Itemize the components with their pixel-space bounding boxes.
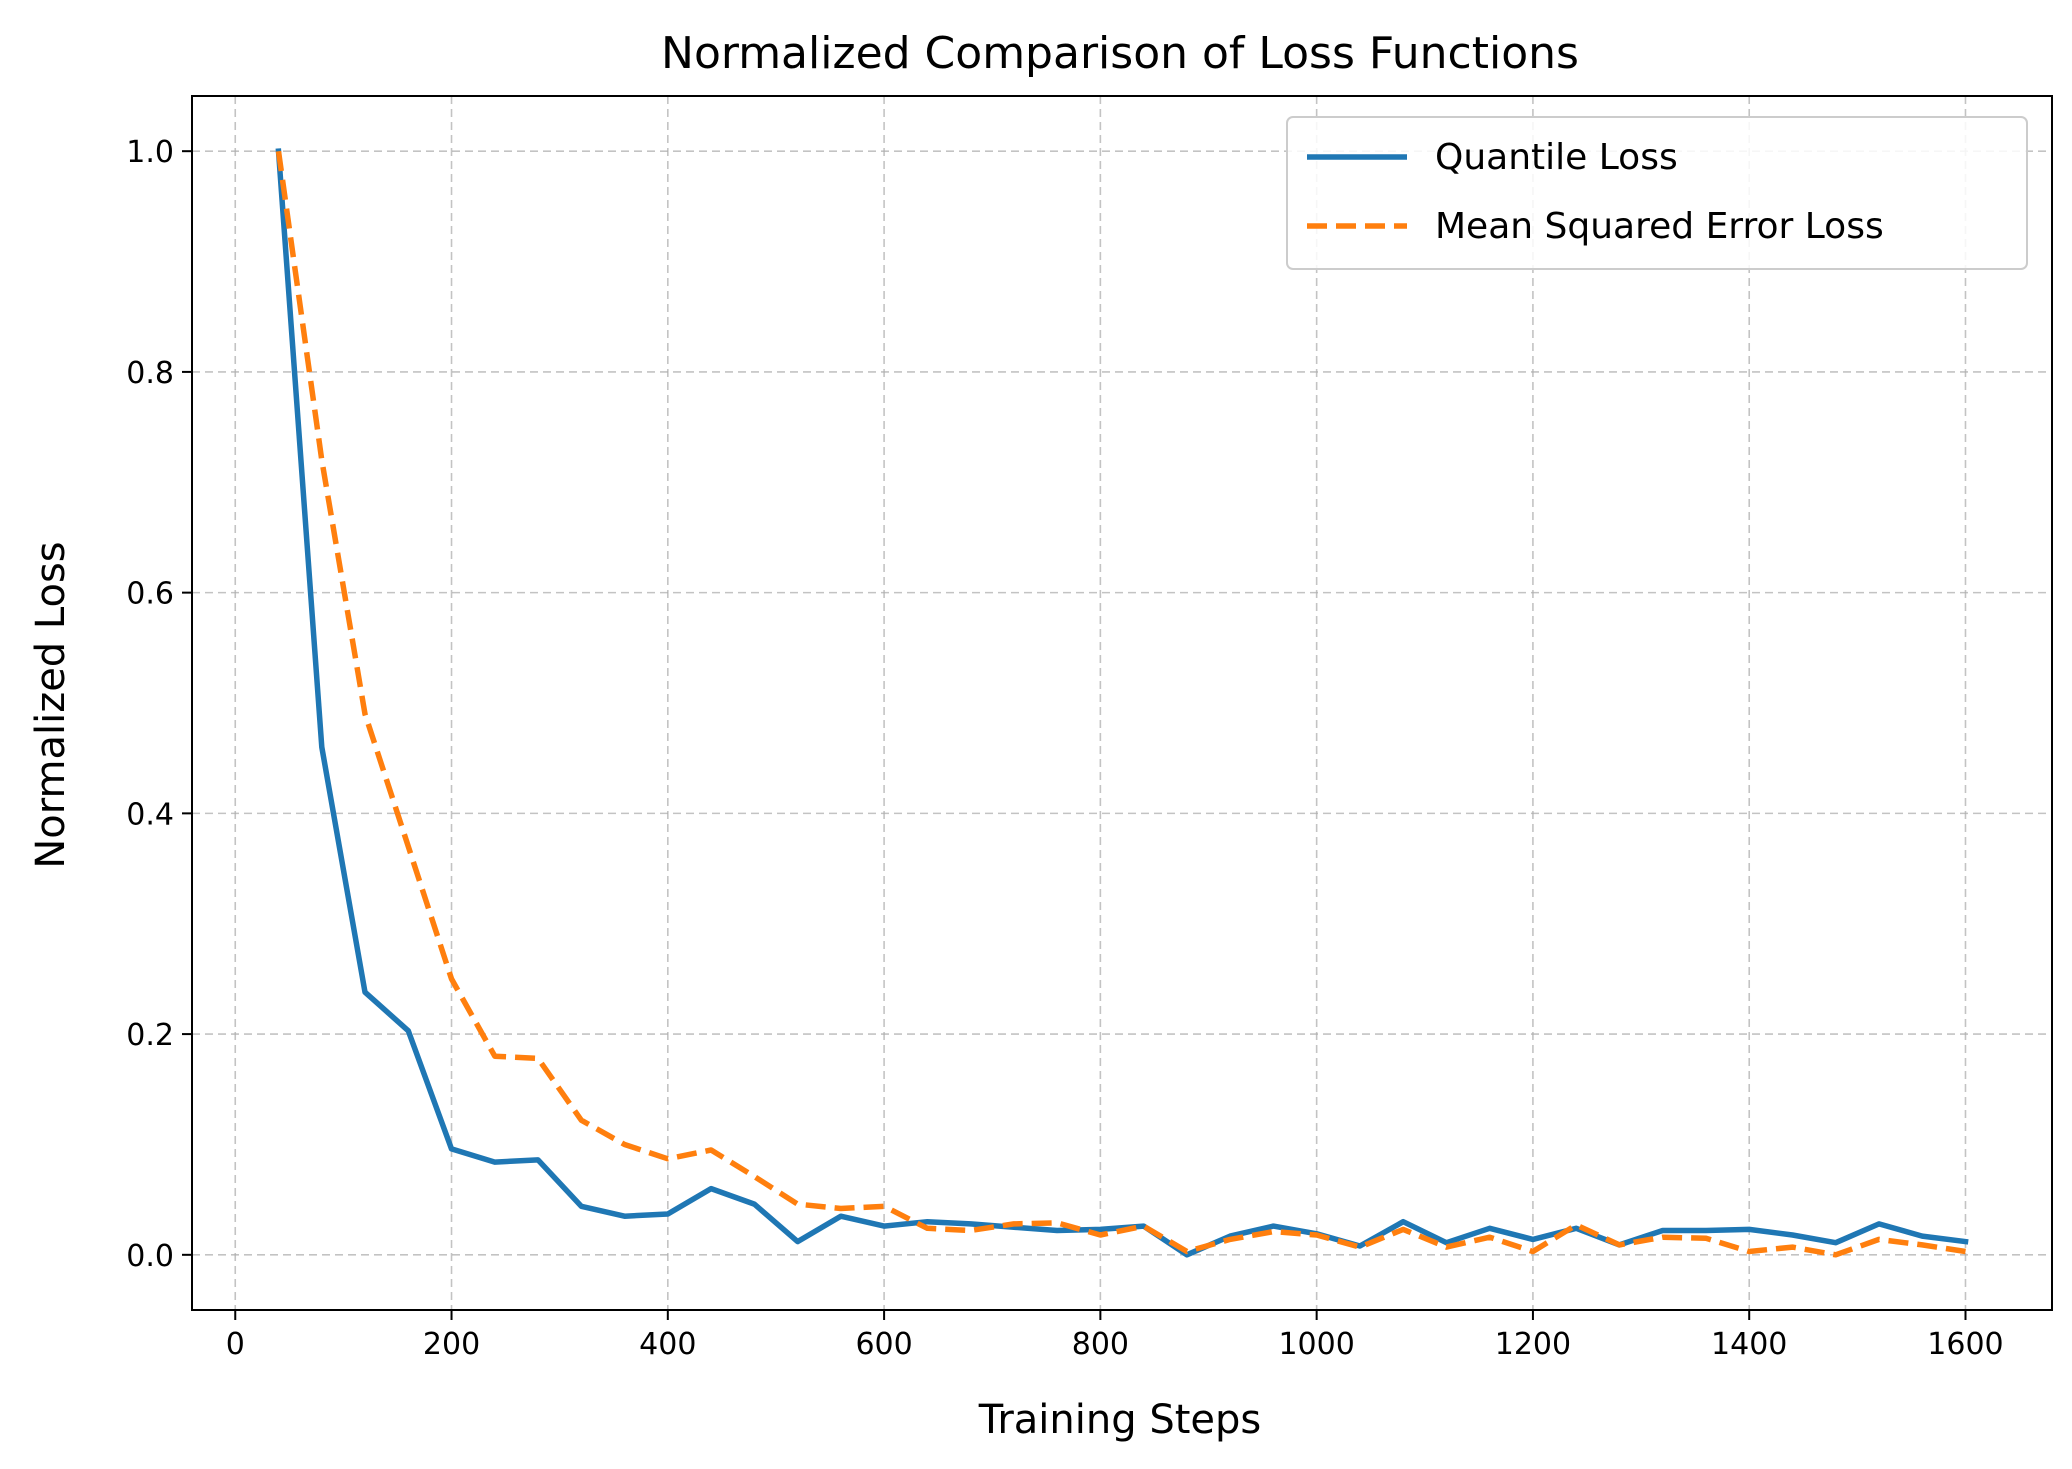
chart-title: Normalized Comparison of Loss Functions [661,28,1579,79]
y-tick-label: 0.6 [126,577,174,612]
x-axis-label: Training Steps [978,1397,1261,1443]
x-tick-label: 600 [855,1327,912,1362]
y-tick-label: 0.4 [126,797,174,832]
x-tick-label: 1400 [1711,1327,1787,1362]
legend-label: Quantile Loss [1435,137,1678,178]
legend-label: Mean Squared Error Loss [1435,206,1884,247]
series-layer [275,148,1969,1258]
y-tick-label: 0.0 [126,1239,174,1274]
ticks: 0 200 400 600 800 1000 1200 1400 1600 0.0 0.2 0.4 0.… [126,135,2003,1362]
y-tick-label: 0.8 [126,356,174,391]
y-axis-label: Normalized Loss [28,541,74,868]
x-tick-label: 1200 [1495,1327,1571,1362]
x-tick-label: 800 [1072,1327,1129,1362]
legend-box [1286,116,2028,270]
plot-frame [191,95,2053,1311]
x-tick-label: 200 [423,1327,480,1362]
x-tick-label: 0 [226,1327,245,1362]
x-tick-label: 400 [639,1327,696,1362]
series-line-mse-loss [275,150,1966,1258]
grid [192,96,2052,1310]
y-tick-label: 1.0 [126,135,174,170]
x-tick-label: 1600 [1927,1327,2003,1362]
series-line-quantile-loss [275,148,1969,1258]
legend: Quantile Loss Mean Squared Error Loss [1286,116,2028,270]
x-tick-label: 1000 [1278,1327,1354,1362]
y-tick-label: 0.2 [126,1018,174,1053]
